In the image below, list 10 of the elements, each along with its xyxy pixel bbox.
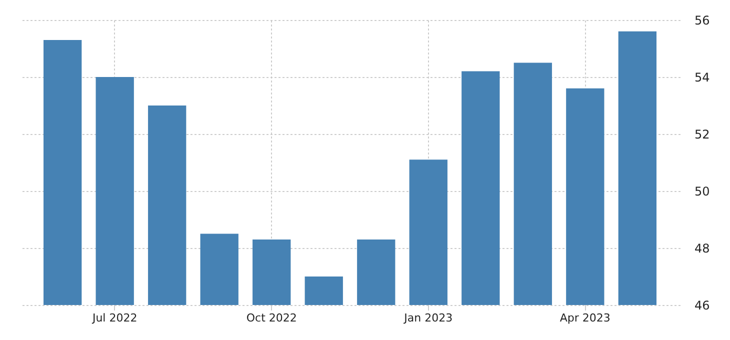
y-tick-label: 56 — [694, 14, 710, 28]
x-tick-label: Jul 2022 — [91, 312, 138, 324]
y-tick-label: 52 — [694, 128, 710, 142]
x-tick-label: Jan 2023 — [403, 312, 453, 324]
y-tick-label: 48 — [694, 242, 710, 256]
y-tick-label: 46 — [694, 298, 710, 312]
x-tick-label: Oct 2022 — [246, 312, 297, 324]
y-tick-label: 54 — [694, 70, 710, 84]
y-tick-label: 50 — [694, 184, 710, 198]
x-tick-label: Apr 2023 — [560, 312, 610, 324]
